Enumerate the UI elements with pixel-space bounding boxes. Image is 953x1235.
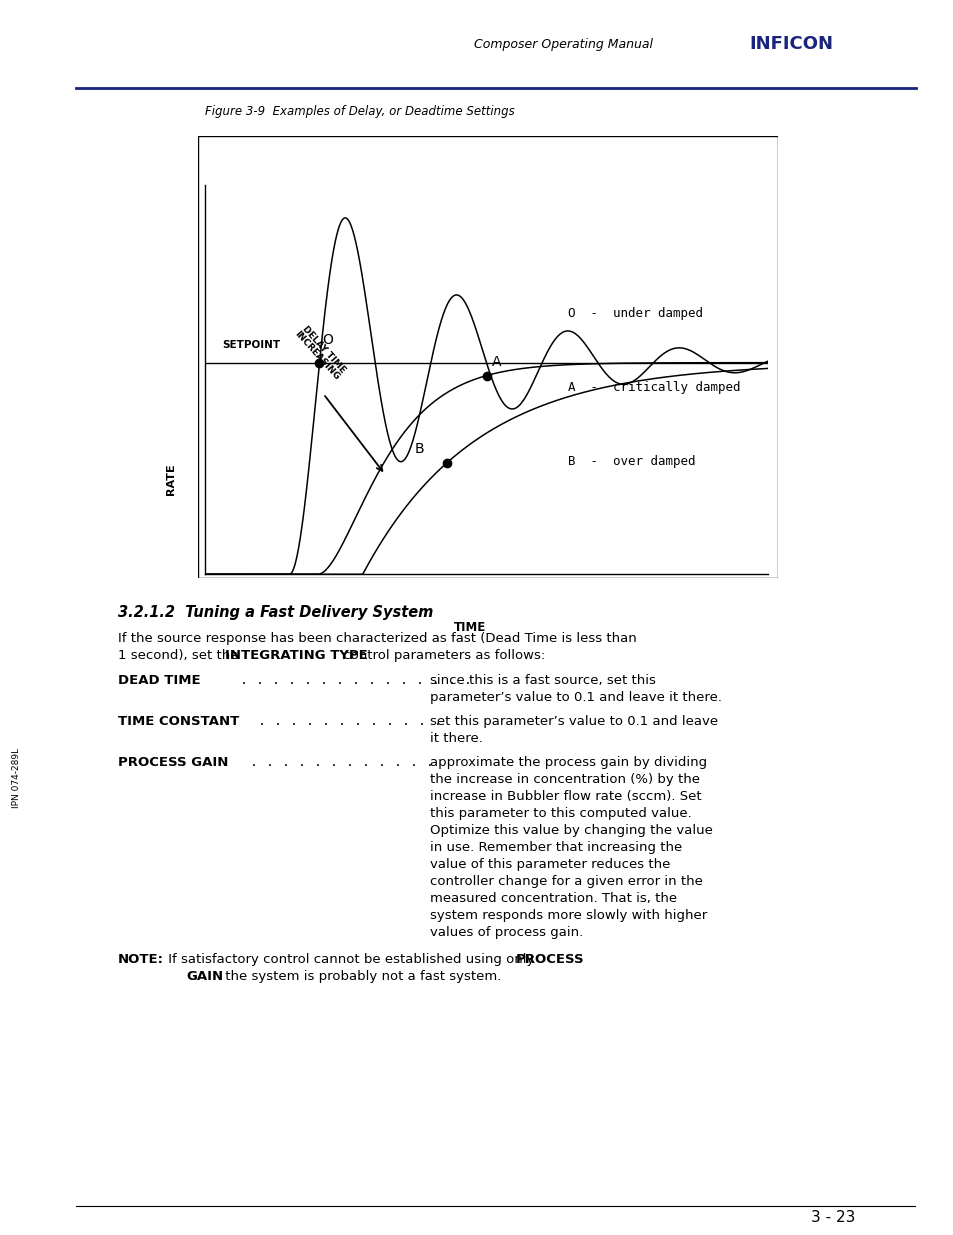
Text: control parameters as follows:: control parameters as follows: (338, 648, 545, 662)
Text: O: O (322, 333, 333, 347)
Polygon shape (684, 11, 701, 51)
Text: PROCESS: PROCESS (516, 953, 584, 966)
Text: If satisfactory control cannot be established using only: If satisfactory control cannot be establ… (164, 953, 538, 966)
Text: If the source response has been characterized as fast (Dead Time is less than: If the source response has been characte… (118, 631, 636, 645)
Text: 1 second), set the: 1 second), set the (118, 648, 242, 662)
Text: TIME: TIME (454, 621, 486, 634)
Text: . . . . . . . . . . . .: . . . . . . . . . . . . (257, 715, 441, 727)
Text: parameter’s value to 0.1 and leave it there.: parameter’s value to 0.1 and leave it th… (430, 690, 721, 704)
Text: NOTE:: NOTE: (118, 953, 164, 966)
Text: this parameter to this computed value.: this parameter to this computed value. (430, 806, 691, 820)
Text: since this is a fast source, set this: since this is a fast source, set this (430, 673, 656, 687)
Text: A: A (492, 356, 501, 369)
Text: 3 - 23: 3 - 23 (810, 1210, 854, 1225)
Text: B: B (415, 442, 424, 457)
Text: TIME CONSTANT: TIME CONSTANT (118, 715, 239, 727)
Text: B  -  over damped: B - over damped (567, 456, 695, 468)
Text: INFICON: INFICON (748, 36, 832, 53)
Text: in use. Remember that increasing the: in use. Remember that increasing the (430, 841, 681, 853)
Text: IPN 074-289L: IPN 074-289L (12, 748, 21, 808)
Text: . . . . . . . . . . . .: . . . . . . . . . . . . (250, 756, 434, 768)
Text: 3.2.1.2  Tuning a Fast Delivery System: 3.2.1.2 Tuning a Fast Delivery System (118, 605, 433, 620)
Text: value of this parameter reduces the: value of this parameter reduces the (430, 858, 670, 871)
Text: Figure 3-9  Examples of Delay, or Deadtime Settings: Figure 3-9 Examples of Delay, or Deadtim… (205, 105, 515, 117)
Text: INTEGRATING TYPE: INTEGRATING TYPE (225, 648, 367, 662)
Text: GAIN: GAIN (186, 969, 223, 983)
Text: DELAY TIME
INCREASING: DELAY TIME INCREASING (293, 322, 348, 382)
Text: the increase in concentration (%) by the: the increase in concentration (%) by the (430, 773, 700, 785)
Text: PROCESS GAIN: PROCESS GAIN (118, 756, 228, 768)
Text: controller change for a given error in the: controller change for a given error in t… (430, 874, 702, 888)
Text: the system is probably not a fast system.: the system is probably not a fast system… (221, 969, 501, 983)
Text: DEAD TIME: DEAD TIME (118, 673, 200, 687)
Text: system responds more slowly with higher: system responds more slowly with higher (430, 909, 706, 921)
Text: it there.: it there. (430, 731, 482, 745)
Text: . . . . . . . . . . . . . . .: . . . . . . . . . . . . . . . (240, 673, 472, 687)
Text: increase in Bubbler flow rate (sccm). Set: increase in Bubbler flow rate (sccm). Se… (430, 789, 700, 803)
Text: RATE: RATE (166, 463, 176, 495)
Text: approximate the process gain by dividing: approximate the process gain by dividing (430, 756, 706, 768)
Text: A  -  critically damped: A - critically damped (567, 382, 740, 394)
Text: O  -  under damped: O - under damped (567, 308, 702, 320)
Text: Composer Operating Manual: Composer Operating Manual (474, 38, 653, 51)
Text: set this parameter’s value to 0.1 and leave: set this parameter’s value to 0.1 and le… (430, 715, 718, 727)
Text: Optimize this value by changing the value: Optimize this value by changing the valu… (430, 824, 712, 837)
Text: measured concentration. That is, the: measured concentration. That is, the (430, 892, 677, 905)
Text: values of process gain.: values of process gain. (430, 926, 582, 939)
Text: SETPOINT: SETPOINT (222, 340, 280, 351)
